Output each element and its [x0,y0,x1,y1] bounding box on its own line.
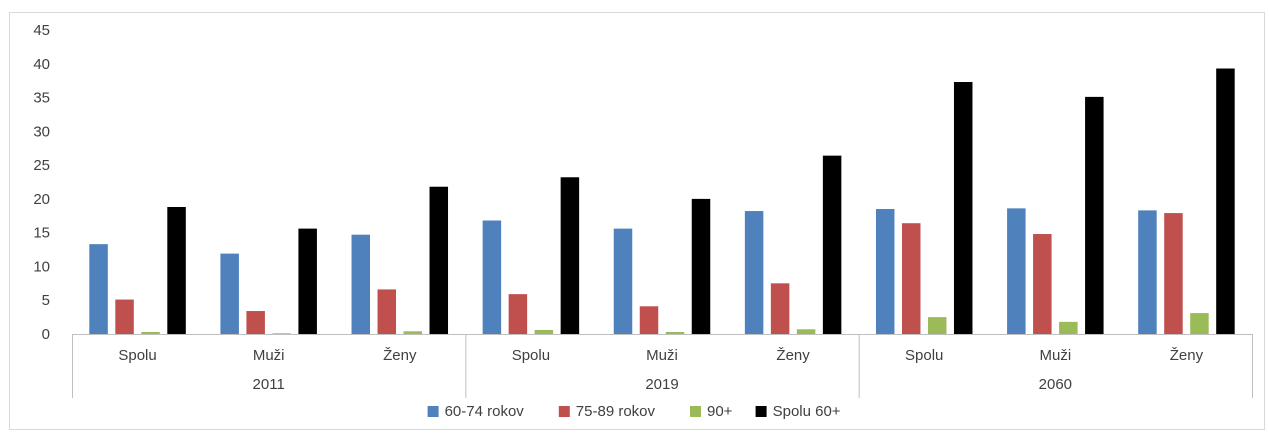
y-axis: 0 5 10 15 20 25 30 35 40 45 [33,22,50,343]
bar-90--2 [403,331,423,334]
bar-75-89-rokov-0 [115,299,134,334]
bar-spolu-60--0 [167,207,186,334]
x-category-label: Ženy [383,347,417,364]
bar-60-74-rokov-4 [613,228,633,334]
bar-60-74-rokov-1 [220,253,239,334]
bar-spolu-60--5 [822,155,842,334]
bar-90--0 [141,331,160,334]
legend: 60-74 rokov 75-89 rokov 90+ Spolu 60+ [427,403,841,420]
legend-swatch [690,406,701,417]
bar-60-74-rokov-7 [1007,208,1026,334]
y-tick-label: 10 [33,258,50,275]
y-tick-label: 45 [33,22,50,39]
bar-60-74-rokov-3 [482,220,502,334]
y-tick-label: 20 [33,191,50,208]
bar-75-89-rokov-2 [377,289,397,334]
bar-60-74-rokov-8 [1138,210,1157,334]
bar-75-89-rokov-8 [1164,213,1183,334]
x-category-label: Ženy [1170,347,1204,364]
x-category-label: Spolu [512,347,550,364]
bar-90--4 [665,331,685,334]
bar-75-89-rokov-5 [770,283,790,334]
bar-spolu-60--1 [298,228,317,334]
bar-spolu-60--8 [1216,68,1235,334]
bar-60-74-rokov-6 [875,209,895,334]
bar-75-89-rokov-4 [639,306,659,334]
chart-border [9,12,1265,430]
legend-label: 75-89 rokov [576,403,656,420]
bar-75-89-rokov-6 [901,223,921,334]
x-category-label: Muži [1039,347,1071,364]
x-group-label: 2011 [253,376,285,393]
bar-spolu-60--3 [560,177,580,334]
x-group-label: 2019 [645,376,678,393]
bar-90--7 [1059,321,1078,334]
x-category-label: Ženy [776,347,810,364]
bar-75-89-rokov-3 [508,294,528,334]
y-tick-label: 5 [42,292,50,309]
bar-75-89-rokov-1 [246,311,265,334]
y-tick-label: 30 [33,123,50,140]
bar-spolu-60--6 [953,82,973,335]
bar-spolu-60--2 [429,186,449,334]
legend-swatch [558,406,570,417]
legend-label: 90+ [707,403,733,420]
bar-90--1 [272,333,291,334]
bar-90--8 [1190,313,1209,334]
y-tick-label: 0 [42,326,50,343]
y-tick-label: 40 [33,56,50,73]
x-axis: Spolu Muži Ženy Spolu Muži Ženy Spolu Muži Ženy 2… [72,334,1253,398]
x-category-label: Spolu [905,347,943,364]
y-tick-label: 15 [33,225,50,242]
bar-spolu-60--4 [691,198,711,334]
bars [89,68,1235,335]
x-group-label: 2060 [1039,376,1072,393]
legend-label: Spolu 60+ [773,403,841,420]
y-tick-label: 35 [33,90,50,107]
x-category-label: Muži [646,347,678,364]
x-category-label: Muži [253,347,285,364]
bar-60-74-rokov-5 [744,211,764,334]
bar-60-74-rokov-0 [89,244,108,334]
bar-90--6 [927,317,947,334]
legend-swatch [427,406,439,417]
x-category-label: Spolu [118,347,156,364]
bar-75-89-rokov-7 [1033,234,1052,334]
y-tick-label: 25 [33,157,50,174]
legend-swatch [755,406,767,417]
bar-90--3 [534,329,554,334]
legend-label: 60-74 rokov [445,403,525,420]
bar-90--5 [796,329,816,334]
bar-60-74-rokov-2 [351,234,371,334]
bar-spolu-60--7 [1085,96,1104,334]
